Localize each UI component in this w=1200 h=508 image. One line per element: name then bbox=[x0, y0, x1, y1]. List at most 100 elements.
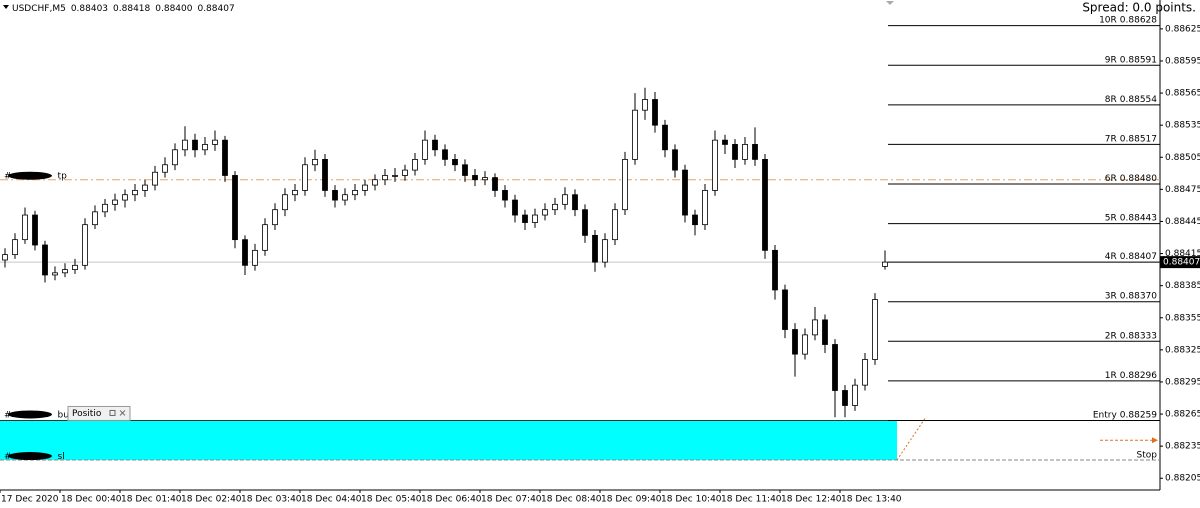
redacted-id bbox=[8, 410, 52, 419]
level-price: 0.88370 bbox=[1120, 291, 1157, 301]
x-tick-label: 18 Dec 11:40 bbox=[721, 495, 782, 505]
level-label: Entry 0.88259 bbox=[1093, 410, 1157, 420]
x-tick-label: 18 Dec 01:40 bbox=[121, 495, 182, 505]
candle-body bbox=[82, 224, 88, 266]
candle-body bbox=[462, 164, 468, 176]
candle-body bbox=[92, 211, 98, 226]
y-tick-label: 0.88535 bbox=[1165, 121, 1200, 131]
level-price: 0.88591 bbox=[1120, 55, 1157, 65]
candle-body bbox=[332, 190, 338, 201]
candle-body bbox=[792, 329, 798, 355]
menu-arrow[interactable] bbox=[3, 5, 9, 9]
candle-body bbox=[772, 249, 778, 291]
trade-diagonal bbox=[896, 418, 926, 461]
candle-body bbox=[442, 149, 448, 160]
candle-body bbox=[172, 149, 178, 166]
x-tick-label: 18 Dec 06:40 bbox=[421, 495, 482, 505]
x-tick-label: 18 Dec 03:40 bbox=[241, 495, 302, 505]
candle-body bbox=[562, 194, 568, 205]
y-tick-label: 0.88565 bbox=[1165, 89, 1200, 99]
candle-body bbox=[12, 239, 18, 256]
candle-body bbox=[632, 109, 638, 160]
level-label: 7R 0.88517 bbox=[1105, 134, 1157, 144]
candle-body bbox=[272, 209, 278, 226]
level-name: 5R bbox=[1105, 213, 1117, 223]
x-tick-label: 18 Dec 04:40 bbox=[301, 495, 362, 505]
x-tick-label: 18 Dec 00:40 bbox=[61, 495, 122, 505]
x-tick-label: 18 Dec 05:40 bbox=[361, 495, 422, 505]
y-tick-label: 0.88235 bbox=[1165, 442, 1200, 452]
ohlc-value: 0.88418 bbox=[113, 4, 150, 14]
candle-body bbox=[832, 344, 838, 391]
order-type: buy bbox=[58, 410, 75, 420]
level-label: 9R 0.88591 bbox=[1105, 55, 1157, 65]
candle-body bbox=[822, 319, 828, 345]
order-type: tp bbox=[58, 171, 68, 181]
level-price: 0.88517 bbox=[1120, 134, 1157, 144]
candle-body bbox=[232, 175, 238, 241]
candle-body bbox=[402, 169, 408, 176]
panel-detach[interactable] bbox=[109, 409, 116, 416]
candle-body bbox=[452, 159, 458, 166]
y-tick-label: 0.88445 bbox=[1165, 217, 1200, 227]
level-label: 10R 0.88628 bbox=[1099, 15, 1157, 25]
level-price: 0.88259 bbox=[1120, 410, 1157, 420]
candle-body bbox=[472, 175, 478, 181]
candle-body bbox=[102, 203, 108, 213]
candle-body bbox=[182, 139, 188, 151]
symbol: USDCHF,M5 bbox=[12, 4, 66, 14]
candle-body bbox=[262, 224, 268, 251]
tp-label: # tp bbox=[4, 171, 67, 181]
x-tick-label: 18 Dec 13:40 bbox=[841, 495, 902, 505]
ohlc-value: 0.88407 bbox=[197, 4, 234, 14]
candle-body bbox=[672, 149, 678, 171]
candle-body bbox=[312, 159, 318, 166]
x-tick-label: 18 Dec 12:40 bbox=[781, 495, 842, 505]
candle-body bbox=[572, 194, 578, 211]
candle-body bbox=[612, 209, 618, 241]
level-label: 3R 0.88370 bbox=[1105, 291, 1157, 301]
order-type: sl bbox=[58, 452, 65, 462]
candle-body bbox=[642, 99, 648, 111]
risk-zone bbox=[0, 420, 897, 461]
x-tick-label: 18 Dec 09:40 bbox=[601, 495, 662, 505]
buy-label: # buy bbox=[4, 410, 75, 420]
candle-body bbox=[872, 299, 878, 360]
x-tick-label: 18 Dec 10:40 bbox=[661, 495, 722, 505]
order-prefix: # bbox=[4, 452, 12, 462]
y-tick-label: 0.88355 bbox=[1165, 313, 1200, 323]
level-name: 6R bbox=[1105, 174, 1117, 184]
candle-body bbox=[732, 144, 738, 160]
candle-body bbox=[212, 139, 218, 145]
redacted-id bbox=[8, 452, 52, 461]
order-prefix: # bbox=[4, 171, 12, 181]
candle-body bbox=[812, 319, 818, 336]
panel-tab-title[interactable]: Positio bbox=[72, 409, 102, 419]
candle-body bbox=[412, 159, 418, 171]
symbol-info: USDCHF,M5 0.88403 0.88418 0.88400 0.88407 bbox=[12, 4, 235, 14]
candle-body bbox=[52, 272, 58, 276]
x-tick-label: 18 Dec 07:40 bbox=[481, 495, 542, 505]
candle-body bbox=[762, 159, 768, 251]
level-name: 4R bbox=[1105, 252, 1117, 262]
level-price: 0.88628 bbox=[1120, 15, 1157, 25]
candle-body bbox=[882, 261, 888, 267]
sl-label: # sl bbox=[4, 452, 65, 462]
candle-body bbox=[392, 175, 398, 177]
candle-body bbox=[192, 139, 198, 151]
panel-close[interactable] bbox=[119, 410, 126, 416]
level-price: 0.88296 bbox=[1120, 370, 1157, 380]
level-price: 0.88480 bbox=[1120, 174, 1157, 184]
ohlc-value: 0.88403 bbox=[71, 4, 108, 14]
y-tick-label: 0.88415 bbox=[1165, 249, 1200, 259]
current-price-label: 0.88407 bbox=[1163, 258, 1200, 268]
level-name: 3R bbox=[1105, 291, 1117, 301]
candle-body bbox=[622, 159, 628, 211]
spread: Spread: 0.0 points. bbox=[1082, 1, 1196, 15]
candle-body bbox=[302, 164, 308, 191]
candle-body bbox=[712, 139, 718, 191]
level-price: 0.88333 bbox=[1120, 331, 1157, 341]
ohlc-value: 0.88400 bbox=[155, 4, 192, 14]
candle-body bbox=[782, 289, 788, 330]
